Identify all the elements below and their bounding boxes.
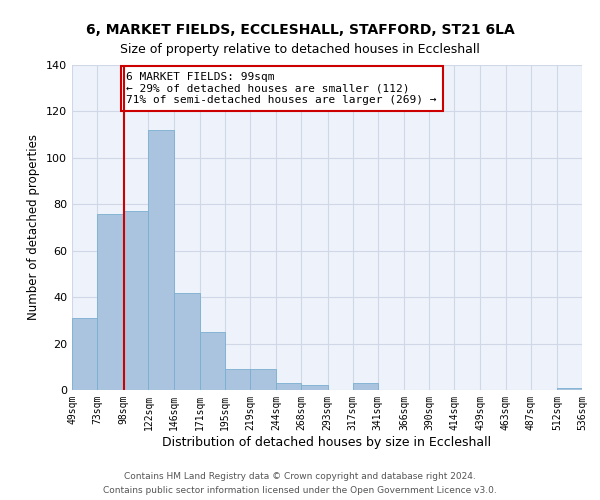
Bar	[276, 383, 301, 390]
Y-axis label: Number of detached properties: Number of detached properties	[28, 134, 40, 320]
Bar	[353, 383, 378, 390]
Bar	[124, 212, 148, 390]
Bar	[557, 388, 582, 390]
Bar	[250, 369, 276, 390]
Text: 6 MARKET FIELDS: 99sqm
← 29% of detached houses are smaller (112)
71% of semi-de: 6 MARKET FIELDS: 99sqm ← 29% of detached…	[127, 72, 437, 105]
Bar	[301, 386, 328, 390]
Bar	[173, 292, 200, 390]
Bar	[97, 214, 124, 390]
Bar	[200, 332, 225, 390]
Bar	[225, 369, 250, 390]
Text: Contains public sector information licensed under the Open Government Licence v3: Contains public sector information licen…	[103, 486, 497, 495]
Text: 6, MARKET FIELDS, ECCLESHALL, STAFFORD, ST21 6LA: 6, MARKET FIELDS, ECCLESHALL, STAFFORD, …	[86, 22, 514, 36]
Text: Contains HM Land Registry data © Crown copyright and database right 2024.: Contains HM Land Registry data © Crown c…	[124, 472, 476, 481]
Bar	[72, 318, 97, 390]
X-axis label: Distribution of detached houses by size in Eccleshall: Distribution of detached houses by size …	[163, 436, 491, 448]
Bar	[148, 130, 173, 390]
Text: Size of property relative to detached houses in Eccleshall: Size of property relative to detached ho…	[120, 42, 480, 56]
